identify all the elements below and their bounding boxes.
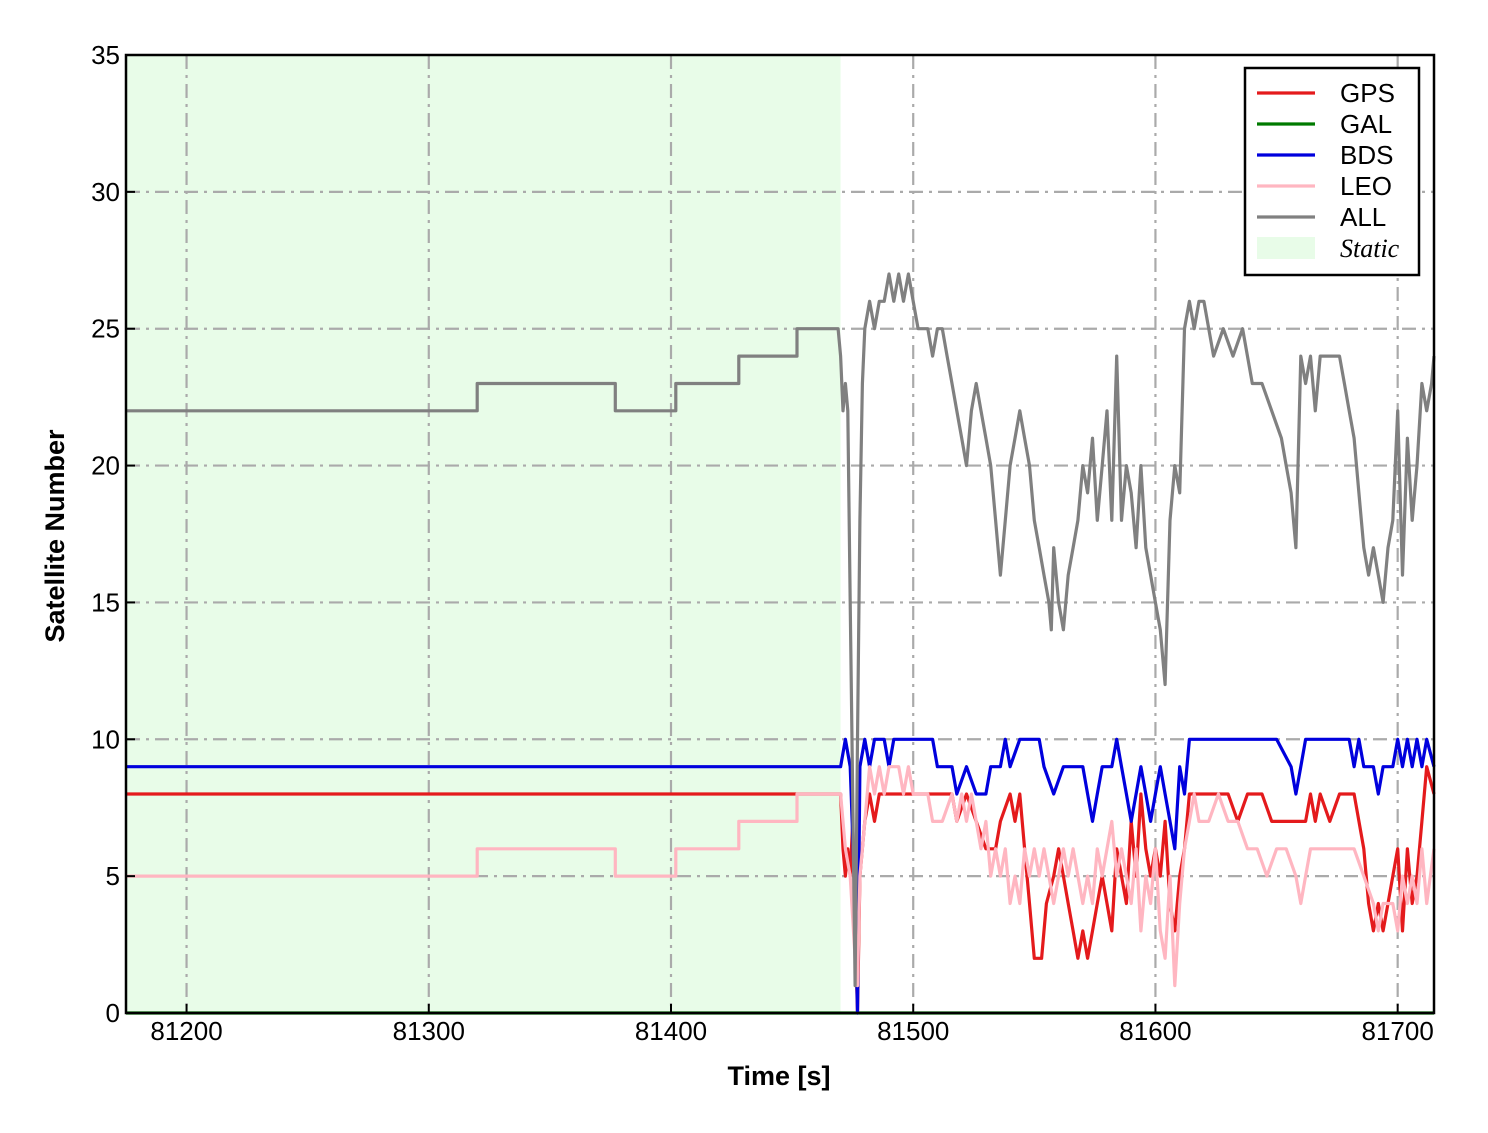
y-tick-label: 15 — [91, 587, 120, 617]
x-tick-label: 81500 — [877, 1016, 949, 1046]
y-tick-label: 20 — [91, 451, 120, 481]
x-tick-label: 81300 — [393, 1016, 465, 1046]
x-tick-label: 81200 — [150, 1016, 222, 1046]
plot-frame — [124, 53, 1436, 1015]
y-tick-label: 35 — [91, 40, 120, 70]
x-tick-label: 81600 — [1119, 1016, 1191, 1046]
x-axis-title: Time [s] — [727, 1061, 830, 1091]
legend-label-gal: GAL — [1340, 109, 1392, 139]
y-tick-label: 5 — [106, 861, 120, 891]
series-line-leo — [126, 765, 1436, 988]
legend-label-leo: LEO — [1340, 171, 1392, 201]
legend-swatch-static — [1257, 237, 1315, 259]
legend-label-bds: BDS — [1340, 140, 1393, 170]
y-tick-label: 25 — [91, 314, 120, 344]
y-tick-label: 30 — [91, 177, 120, 207]
legend-label-static: Static — [1340, 234, 1400, 263]
y-tick-label: 10 — [91, 724, 120, 754]
series-line-all — [126, 272, 1436, 988]
series-line-bds — [126, 737, 1436, 1015]
x-tick-label: 81400 — [635, 1016, 707, 1046]
y-axis-title: Satellite Number — [40, 429, 70, 643]
legend-label-all: ALL — [1340, 202, 1386, 232]
static-region — [126, 55, 841, 1013]
y-tick-label: 0 — [106, 998, 120, 1028]
legend-label-gps: GPS — [1340, 78, 1395, 108]
plot-area: 81200 81300 81400 81500 81600 81700 0 5 10 15 20 25… — [91, 40, 1436, 1046]
x-tick-label: 81700 — [1362, 1016, 1434, 1046]
